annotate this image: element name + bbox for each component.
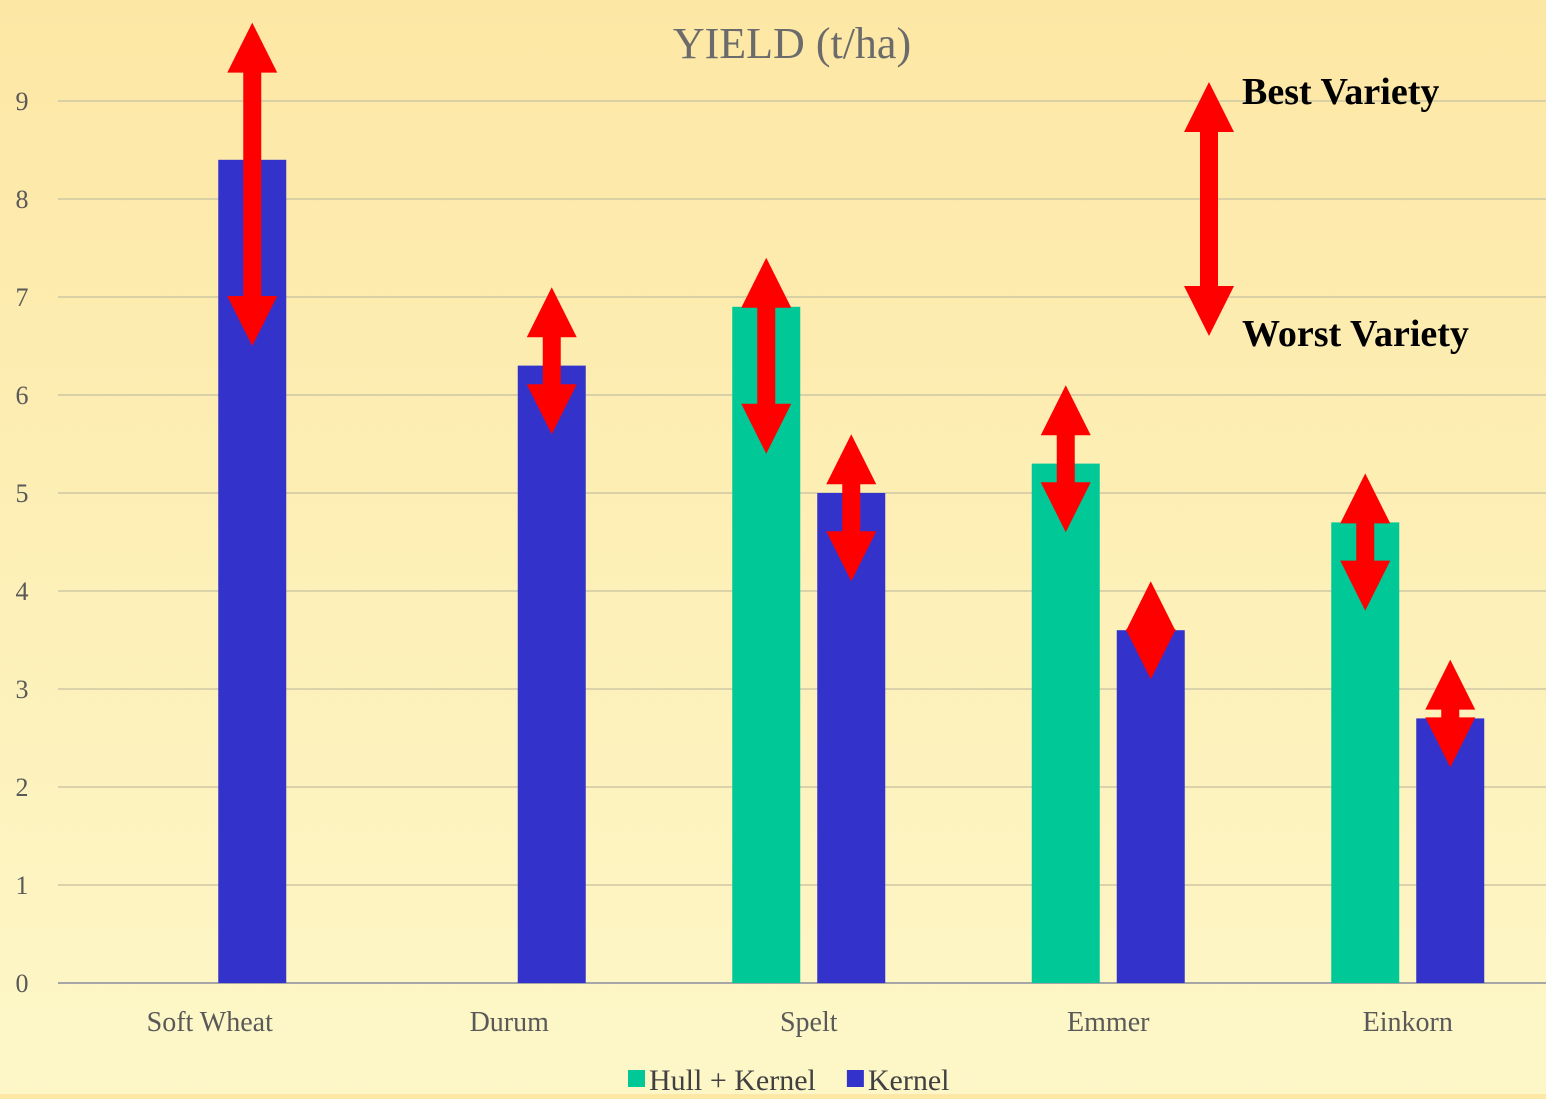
x-tick-label: Durum [470, 1007, 550, 1038]
y-axis: 0 1 2 3 4 5 6 7 8 9 [16, 87, 29, 998]
bar-emmer-kernel [1116, 630, 1185, 983]
x-tick-label: Soft Wheat [147, 1007, 273, 1038]
legend-label-hull-kernel: Hull + Kernel [649, 1064, 816, 1094]
range-arrow-emmer-hull-kernel [1040, 385, 1091, 533]
legend-swatch-hull-kernel [628, 1070, 645, 1087]
gridlines [58, 100, 1546, 984]
range-arrow-einkorn-kernel [1425, 659, 1476, 768]
range-arrow-einkorn-hull-kernel [1340, 473, 1391, 611]
y-tick-label: 6 [16, 381, 29, 410]
legend: Hull + Kernel Kernel [628, 1064, 950, 1097]
x-tick-label: Einkorn [1363, 1007, 1453, 1038]
range-arrow-spelt-kernel [826, 434, 877, 582]
x-axis: Soft Wheat Durum Spelt Emmer Einkorn [147, 1007, 1453, 1038]
range-arrow-emmer-kernel [1125, 581, 1176, 680]
y-tick-label: 5 [16, 479, 29, 508]
bar-emmer-hull-kernel [1031, 463, 1100, 984]
y-tick-label: 8 [16, 185, 29, 214]
worst-variety-label: Worst Variety [1242, 313, 1469, 355]
y-tick-label: 4 [16, 577, 29, 606]
best-variety-label: Best Variety [1242, 71, 1439, 113]
range-arrow-soft-wheat-kernel [227, 22, 278, 346]
y-tick-label: 3 [16, 675, 29, 704]
variety-range-arrows [227, 22, 1476, 768]
key-range-arrow [1184, 82, 1234, 336]
x-tick-label: Spelt [780, 1007, 838, 1038]
legend-swatch-kernel [846, 1070, 864, 1087]
y-tick-label: 7 [16, 283, 29, 312]
y-tick-label: 1 [16, 871, 29, 900]
chart-title: YIELD (t/ha) [673, 19, 911, 68]
bar-durum-kernel [517, 365, 586, 984]
range-arrow-spelt-hull-kernel [741, 257, 792, 454]
x-tick-label: Emmer [1067, 1007, 1150, 1038]
y-tick-label: 2 [16, 773, 29, 802]
legend-label-kernel: Kernel [868, 1064, 950, 1094]
y-tick-label: 9 [16, 87, 29, 116]
y-tick-label: 0 [16, 969, 29, 998]
range-key: Best Variety Worst Variety [1184, 71, 1469, 355]
range-arrow-durum-kernel [526, 287, 577, 435]
